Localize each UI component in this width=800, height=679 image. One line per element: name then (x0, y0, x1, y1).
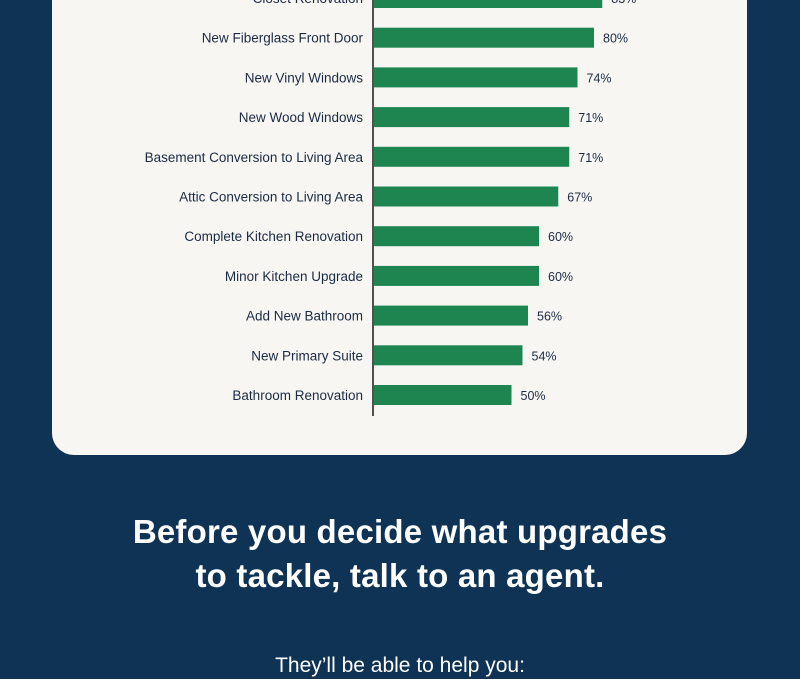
subtext: They’ll be able to help you: (275, 654, 525, 677)
category-label: New Wood Windows (239, 110, 364, 125)
bar (374, 226, 539, 247)
category-label: Closet Renovation (253, 0, 363, 6)
value-label: 71% (578, 151, 603, 165)
headline-line-2: to tackle, talk to an agent. (195, 557, 605, 594)
headline-line-1: Before you decide what upgrades (132, 513, 668, 550)
category-label: Minor Kitchen Upgrade (225, 269, 363, 284)
bar (374, 0, 603, 8)
value-label: 74% (587, 71, 612, 85)
value-label: 54% (532, 349, 557, 363)
category-label: Add New Bathroom (246, 309, 363, 324)
bar (374, 385, 512, 405)
category-label: Bathroom Renovation (232, 388, 363, 403)
value-label: 80% (603, 32, 628, 46)
headline: Before you decide what upgrades to tackl… (0, 510, 800, 598)
bar (374, 345, 523, 366)
bar (374, 107, 570, 128)
category-label: Attic Conversion to Living Area (179, 190, 363, 205)
bar (374, 67, 578, 88)
bar-chart: Closet Renovation 83% New Fiberglass Front… (145, 0, 636, 416)
category-label: Basement Conversion to Living Area (145, 150, 364, 165)
value-label: 56% (537, 310, 562, 324)
value-label: 50% (521, 389, 546, 403)
bar (374, 186, 559, 207)
bar (374, 27, 594, 48)
value-label: 83% (611, 0, 636, 6)
value-label: 71% (578, 111, 603, 125)
chart-card: Closet Renovation 83% New Fiberglass Front… (52, 0, 747, 455)
value-label: 60% (548, 270, 573, 284)
value-label: 67% (567, 191, 592, 205)
value-label: 60% (548, 230, 573, 244)
bar (374, 305, 528, 326)
bar (374, 265, 539, 286)
category-label: New Fiberglass Front Door (202, 31, 364, 46)
bar (374, 146, 570, 167)
category-label: New Primary Suite (251, 348, 363, 363)
category-label: Complete Kitchen Renovation (184, 229, 363, 244)
category-label: New Vinyl Windows (245, 70, 364, 85)
